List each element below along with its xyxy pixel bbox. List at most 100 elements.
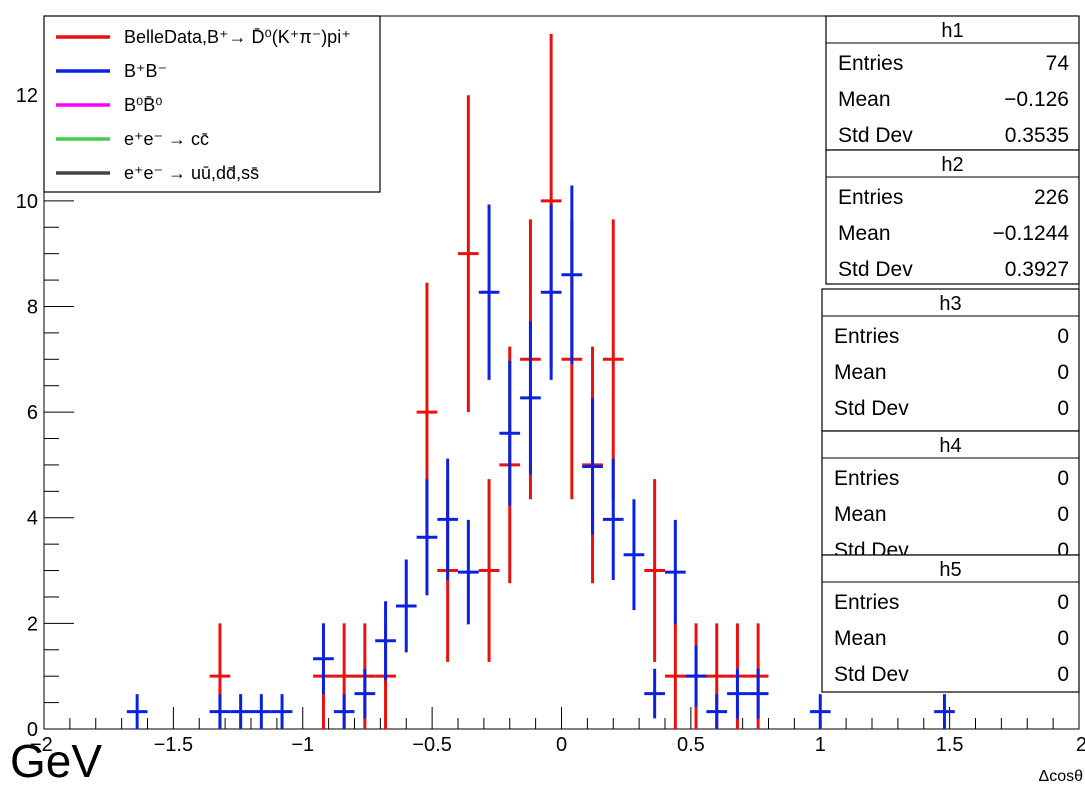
stats-row-value: 0 xyxy=(1057,627,1069,650)
data-series xyxy=(126,33,955,729)
data-point xyxy=(478,479,500,662)
x-tick-label: −2 xyxy=(30,734,53,756)
data-point xyxy=(685,645,707,707)
stats-boxes: h1 Entries 74 Mean −0.126 Std Dev 0.3535 h2 Entr… xyxy=(821,15,1080,693)
data-point xyxy=(499,360,521,506)
legend-entry: e⁺e⁻ → uū,dd̄,ss̄ xyxy=(56,163,259,183)
stats-row-label: Std Dev xyxy=(834,397,909,420)
y-tick-label: 12 xyxy=(16,85,38,107)
stats-row-label: Entries xyxy=(834,467,899,490)
x-tick-label: 1.5 xyxy=(936,734,964,756)
data-point xyxy=(520,321,541,475)
stats-box-title: h1 xyxy=(941,20,963,42)
stats-box-frame xyxy=(825,15,1080,151)
data-point xyxy=(602,219,624,500)
data-point xyxy=(271,694,293,729)
x-axis-label: Δcosθ xyxy=(1039,768,1084,785)
legend-entry: B⁺B⁻ xyxy=(56,61,167,81)
data-point xyxy=(934,694,955,729)
x-tick-label: −0.5 xyxy=(412,734,451,756)
legend-entry: e⁺e⁻ → cc̄ xyxy=(56,129,209,149)
data-point xyxy=(727,668,748,719)
legend-entry: BelleData,B⁺→ D̄⁰(K⁺π⁻)pi⁺ xyxy=(56,27,351,47)
data-point xyxy=(644,479,665,662)
data-point xyxy=(395,559,417,653)
data-point xyxy=(458,519,479,625)
y-tick-label: 4 xyxy=(27,508,38,530)
data-point xyxy=(437,458,458,581)
stats-row-value: 0 xyxy=(1057,663,1069,686)
data-point xyxy=(416,479,438,596)
stats-box-h3: h3 Entries 0 Mean 0 Std Dev 0 xyxy=(821,288,1080,432)
stats-row-value: 0 xyxy=(1057,539,1069,562)
x-tick-label: 0 xyxy=(556,734,567,756)
stats-row-value: 0 xyxy=(1057,361,1069,384)
data-point xyxy=(561,185,583,365)
y-tick-label: 10 xyxy=(16,191,38,213)
legend-label: BelleData,B⁺→ D̄⁰(K⁺π⁻)pi⁺ xyxy=(124,27,351,47)
stats-row-label: Std Dev xyxy=(834,539,909,562)
data-point xyxy=(209,694,231,729)
x-tick-label: 1 xyxy=(815,734,826,756)
data-point xyxy=(354,668,376,719)
stats-box-title: h3 xyxy=(939,293,961,315)
stats-box-frame xyxy=(825,149,1080,285)
data-point xyxy=(478,204,500,380)
legend-entry: B⁰B̄⁰ xyxy=(56,95,162,115)
stats-box-title: h5 xyxy=(939,559,961,581)
axes: −2 −1.5 −1 −0.5 0 0.5 1 1.5 2 0 2 4 6 8 10 12 xyxy=(16,41,1085,756)
stats-box-frame xyxy=(821,554,1080,693)
data-point xyxy=(540,204,562,380)
y-tick-label: 6 xyxy=(27,402,38,424)
legend-label: e⁺e⁻ → uū,dd̄,ss̄ xyxy=(124,163,259,183)
data-point xyxy=(375,601,396,681)
stats-box-title: h4 xyxy=(939,435,961,457)
stats-box-title: h2 xyxy=(941,154,963,176)
data-point xyxy=(706,694,728,729)
data-point xyxy=(230,694,251,729)
data-point xyxy=(313,623,334,695)
stats-row-label: Std Dev xyxy=(838,258,913,281)
legend-label: B⁺B⁻ xyxy=(124,61,167,81)
y-tick-label: 8 xyxy=(27,296,38,318)
data-point xyxy=(126,694,148,729)
series-group xyxy=(126,185,955,729)
stats-row-label: Mean xyxy=(838,88,891,111)
stats-row-value: 0 xyxy=(1057,325,1069,348)
data-point xyxy=(333,694,355,729)
data-point xyxy=(665,623,686,729)
stats-row-label: Entries xyxy=(838,186,903,209)
data-point xyxy=(602,458,624,581)
stats-box-h2: h2 Entries 226 Mean −0.1244 Std Dev 0.3927 xyxy=(825,149,1080,285)
stats-row-label: Std Dev xyxy=(834,663,909,686)
stats-row-value: 0.3535 xyxy=(1005,124,1069,147)
stats-box-frame xyxy=(821,430,1080,556)
data-point xyxy=(251,694,272,729)
stats-row-label: Mean xyxy=(834,361,887,384)
legend: BelleData,B⁺→ D̄⁰(K⁺π⁻)pi⁺ B⁺B⁻ B⁰B̄⁰ e⁺e⁻ … xyxy=(43,15,381,193)
x-tick-label: 2 xyxy=(1076,734,1085,756)
stats-box-frame xyxy=(821,288,1080,432)
stats-row-label: Entries xyxy=(834,591,899,614)
data-point xyxy=(582,398,603,535)
stats-row-label: Mean xyxy=(838,222,891,245)
stats-row-label: Mean xyxy=(834,627,887,650)
x-tick-label: −1 xyxy=(291,734,314,756)
stats-row-label: Entries xyxy=(838,52,903,75)
stats-row-value: −0.1244 xyxy=(993,222,1070,245)
legend-label: B⁰B̄⁰ xyxy=(124,95,162,115)
stats-row-value: 0 xyxy=(1057,467,1069,490)
stats-row-value: 74 xyxy=(1046,52,1070,75)
y-tick-label: 2 xyxy=(27,613,38,635)
stats-row-value: 0.3927 xyxy=(1005,258,1069,281)
data-point xyxy=(747,668,769,719)
legend-label: e⁺e⁻ → cc̄ xyxy=(124,129,209,149)
stats-box-h1: h1 Entries 74 Mean −0.126 Std Dev 0.3535 xyxy=(825,15,1080,151)
x-tick-label: 0.5 xyxy=(677,734,705,756)
stats-box-h5: h5 Entries 0 Mean 0 Std Dev 0 xyxy=(821,554,1080,693)
stats-row-value: 0 xyxy=(1057,397,1069,420)
stats-row-value: 0 xyxy=(1057,591,1069,614)
stats-row-value: 0 xyxy=(1057,503,1069,526)
stats-row-label: Entries xyxy=(834,325,899,348)
